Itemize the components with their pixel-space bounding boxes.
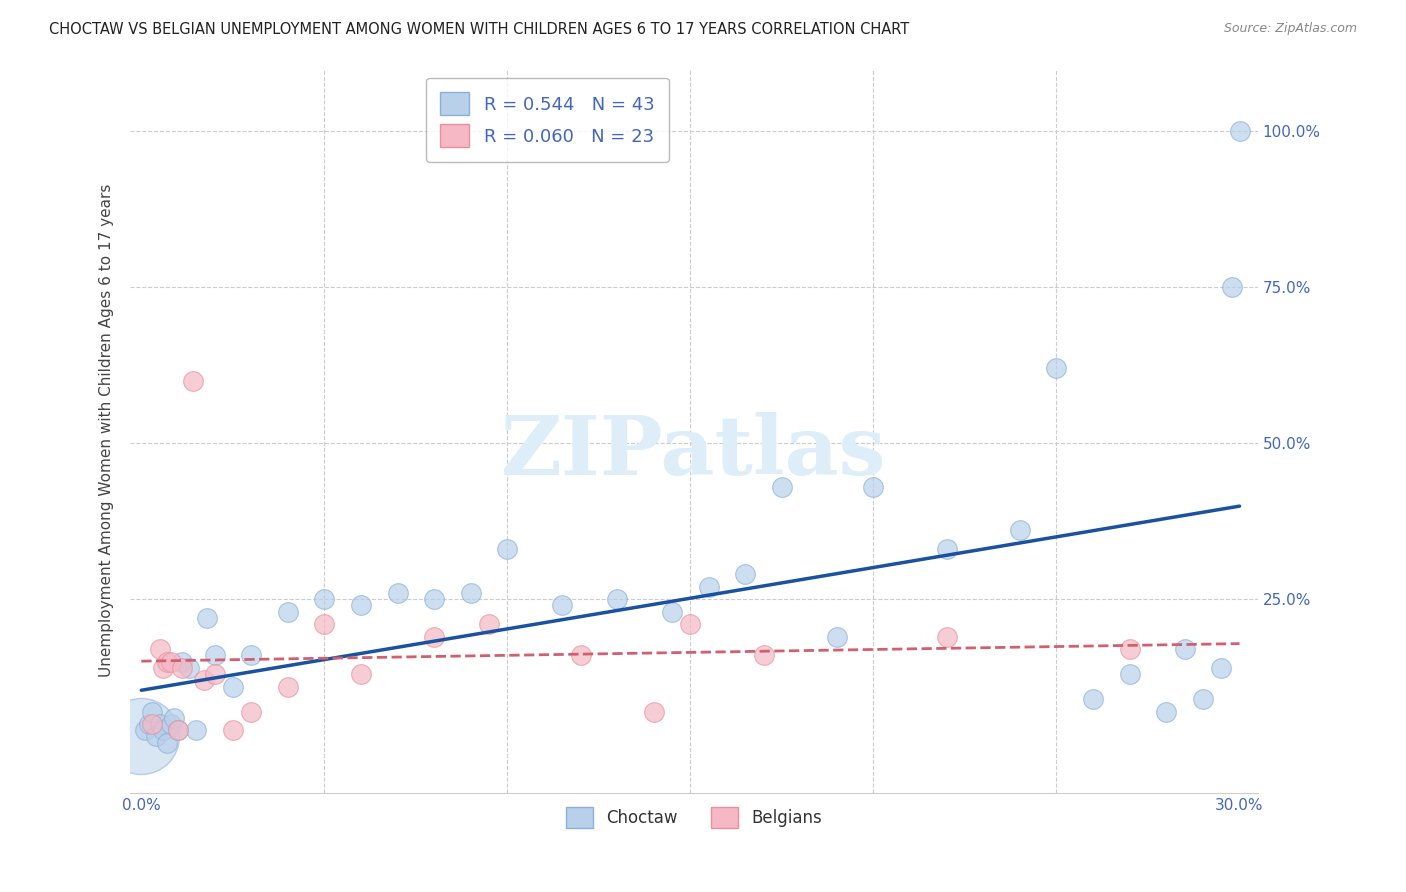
Legend: Choctaw, Belgians: Choctaw, Belgians [560, 800, 828, 835]
Y-axis label: Unemployment Among Women with Children Ages 6 to 17 years: Unemployment Among Women with Children A… [100, 184, 114, 677]
Point [240, 705, 263, 719]
Point [1192, 692, 1215, 706]
Point [1174, 642, 1197, 657]
Point [167, 723, 190, 738]
Point [240, 648, 263, 663]
Point [195, 611, 218, 625]
Point [734, 567, 756, 582]
Point [1008, 524, 1031, 538]
Point [149, 717, 172, 731]
Point [643, 705, 665, 719]
Point [149, 642, 172, 657]
Point [204, 648, 226, 663]
Text: Source: ZipAtlas.com: Source: ZipAtlas.com [1223, 22, 1357, 36]
Point [606, 592, 628, 607]
Point [222, 723, 245, 738]
Point [277, 605, 299, 619]
Point [387, 586, 409, 600]
Point [862, 480, 884, 494]
Point [170, 655, 193, 669]
Point [697, 580, 720, 594]
Point [770, 480, 793, 494]
Point [1220, 280, 1243, 294]
Point [661, 605, 683, 619]
Point [569, 648, 592, 663]
Point [156, 736, 179, 750]
Point [1156, 705, 1178, 719]
Point [1211, 661, 1233, 675]
Point [423, 592, 446, 607]
Point [131, 730, 153, 744]
Point [460, 586, 482, 600]
Point [138, 717, 160, 731]
Point [181, 374, 204, 388]
Point [204, 667, 226, 681]
Point [177, 661, 200, 675]
Point [277, 680, 299, 694]
Text: ZIPatlas: ZIPatlas [502, 412, 887, 492]
Point [935, 542, 957, 557]
Point [222, 680, 245, 694]
Point [551, 599, 574, 613]
Point [141, 705, 163, 719]
Point [167, 723, 190, 738]
Point [1118, 667, 1140, 681]
Text: CHOCTAW VS BELGIAN UNEMPLOYMENT AMONG WOMEN WITH CHILDREN AGES 6 TO 17 YEARS COR: CHOCTAW VS BELGIAN UNEMPLOYMENT AMONG WO… [49, 22, 910, 37]
Point [350, 599, 373, 613]
Point [478, 617, 501, 632]
Point [152, 661, 174, 675]
Point [752, 648, 775, 663]
Point [679, 617, 702, 632]
Point [159, 717, 181, 731]
Point [145, 730, 167, 744]
Point [314, 592, 336, 607]
Point [423, 630, 446, 644]
Point [141, 717, 163, 731]
Point [170, 661, 193, 675]
Point [1229, 124, 1251, 138]
Point [825, 630, 848, 644]
Point [186, 723, 208, 738]
Point [1081, 692, 1104, 706]
Point [156, 655, 179, 669]
Point [159, 655, 181, 669]
Point [134, 723, 156, 738]
Point [314, 617, 336, 632]
Point [193, 673, 215, 688]
Point [1045, 361, 1067, 376]
Point [496, 542, 519, 557]
Point [1118, 642, 1140, 657]
Point [163, 711, 186, 725]
Point [152, 723, 174, 738]
Point [935, 630, 957, 644]
Point [350, 667, 373, 681]
